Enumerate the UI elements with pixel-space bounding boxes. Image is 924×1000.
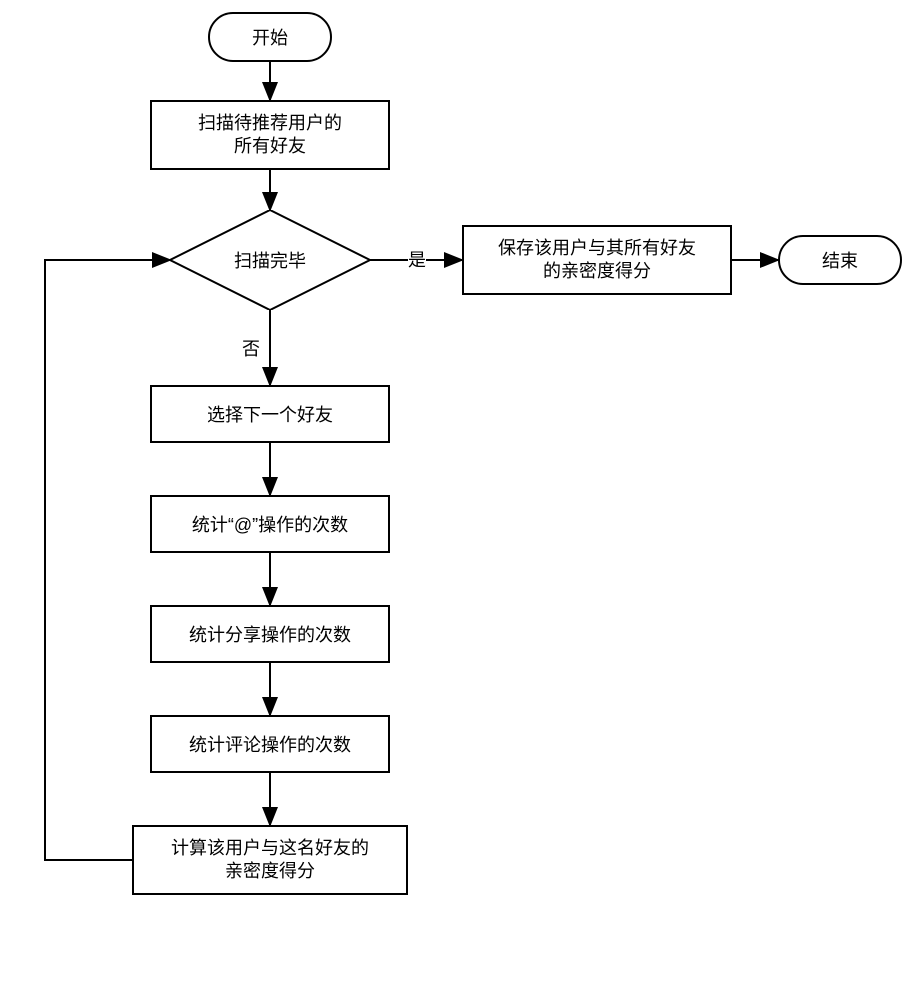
start-node: 开始 <box>208 12 332 62</box>
next-friend-node: 选择下一个好友 <box>150 385 390 443</box>
calc-score-label: 计算该用户与这名好友的 亲密度得分 <box>171 837 369 884</box>
edge-label-yes: 是 <box>408 246 426 272</box>
scan-friends-label: 扫描待推荐用户的 所有好友 <box>198 112 342 159</box>
count-at-node: 统计“@”操作的次数 <box>150 495 390 553</box>
start-label: 开始 <box>252 24 288 50</box>
end-label: 结束 <box>822 247 858 273</box>
count-at-label: 统计“@”操作的次数 <box>192 511 348 537</box>
end-node: 结束 <box>778 235 902 285</box>
edge-label-no: 否 <box>242 335 260 361</box>
calc-score-node: 计算该用户与这名好友的 亲密度得分 <box>132 825 408 895</box>
scan-friends-node: 扫描待推荐用户的 所有好友 <box>150 100 390 170</box>
count-comment-node: 统计评论操作的次数 <box>150 715 390 773</box>
next-friend-label: 选择下一个好友 <box>207 401 333 427</box>
scan-done-label: 扫描完毕 <box>234 247 306 273</box>
count-share-label: 统计分享操作的次数 <box>189 621 351 647</box>
save-score-label: 保存该用户与其所有好友 的亲密度得分 <box>498 237 696 284</box>
count-share-node: 统计分享操作的次数 <box>150 605 390 663</box>
count-comment-label: 统计评论操作的次数 <box>189 731 351 757</box>
scan-done-node: 扫描完毕 <box>170 210 370 310</box>
save-score-node: 保存该用户与其所有好友 的亲密度得分 <box>462 225 732 295</box>
